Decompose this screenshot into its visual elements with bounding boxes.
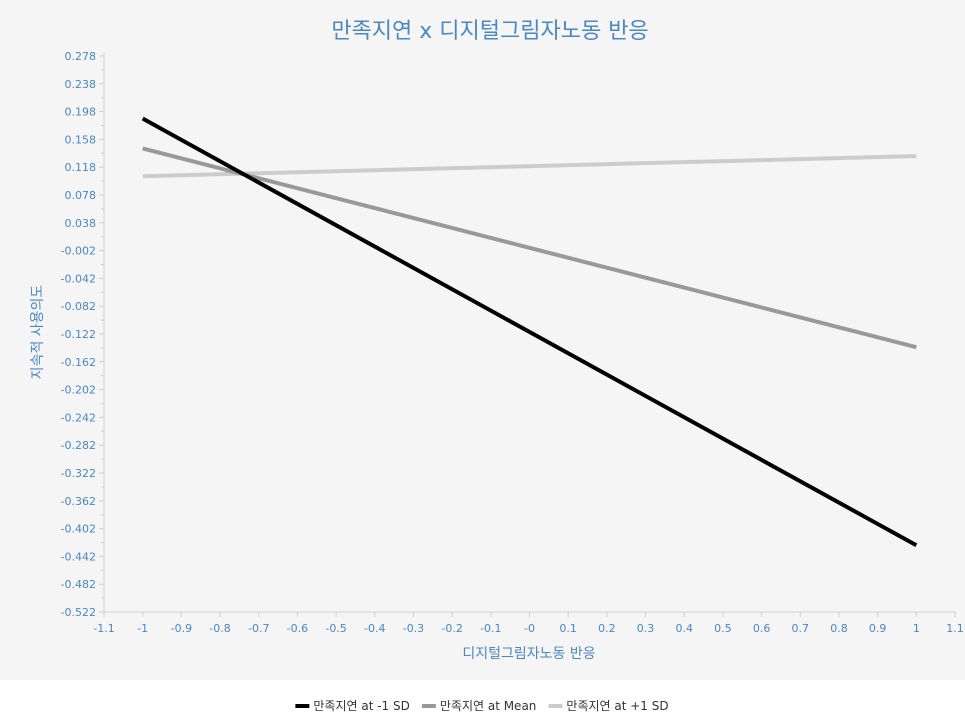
x-tick-label: -0.7 [248, 622, 269, 635]
x-tick-label: 0.5 [714, 622, 732, 635]
x-tick-label: -0.4 [364, 622, 385, 635]
legend-label: 만족지연 at +1 SD [566, 699, 668, 713]
x-tick-label: -0.2 [441, 622, 462, 635]
y-tick-label: -0.482 [61, 578, 96, 591]
legend: 만족지연 at -1 SD 만족지연 at Mean 만족지연 at +1 SD [295, 699, 669, 713]
x-tick-label: -1.1 [93, 622, 114, 635]
x-tick-label: -0.1 [480, 622, 501, 635]
x-tick-label: -1 [137, 622, 148, 635]
y-tick-label: -0.242 [61, 411, 96, 424]
x-tick-label: 0.1 [559, 622, 577, 635]
y-tick-label: -0.042 [61, 272, 96, 285]
series-line-0 [141, 116, 918, 548]
legend-label: 만족지연 at -1 SD [313, 699, 410, 713]
x-tick-label: 0.9 [869, 622, 887, 635]
y-tick-label: -0.522 [61, 606, 96, 619]
x-tick-label: -0.8 [209, 622, 230, 635]
x-axis: -1.1 -1 -0.9 -0.8 -0.7 -0.6 -0.5 -0.4 -0.3 -0.2 -0… [93, 611, 964, 635]
x-tick-label: 0.6 [753, 622, 771, 635]
y-tick-label: 0.038 [65, 217, 97, 230]
x-tick-label: -0.5 [325, 622, 346, 635]
x-tick-label: -0.6 [287, 622, 308, 635]
y-tick-label: 0.198 [65, 106, 97, 119]
chart-title: 만족지연 x 디지털그림자노동 반응 [331, 19, 648, 44]
series-line-2 [142, 154, 917, 179]
y-tick-label: -0.082 [61, 300, 96, 313]
x-tick-label: 0.3 [637, 622, 655, 635]
legend-label: 만족지연 at Mean [440, 699, 537, 713]
y-tick-label: -0.282 [61, 439, 96, 452]
x-tick-label: -0.3 [403, 622, 424, 635]
x-tick-label: 0.2 [598, 622, 616, 635]
x-tick-label: -0.9 [171, 622, 192, 635]
y-tick-label: 0.118 [65, 161, 97, 174]
y-axis: 0.278 0.238 0.198 0.158 0.118 0.078 0.038 -0.00… [61, 50, 105, 619]
series-layer [141, 116, 918, 548]
series-line-1 [142, 146, 917, 350]
x-tick-label: -0 [524, 622, 535, 635]
y-tick-label: -0.002 [61, 245, 96, 258]
y-tick-label: -0.362 [61, 495, 96, 508]
y-tick-label: 0.158 [65, 133, 97, 146]
chart-background [0, 0, 965, 680]
x-tick-label: 0.4 [675, 622, 693, 635]
x-tick-label: 0.7 [792, 622, 810, 635]
y-tick-label: 0.238 [65, 78, 97, 91]
y-tick-label: 0.278 [65, 50, 97, 63]
x-tick-label: 1.1 [946, 622, 964, 635]
y-tick-label: -0.322 [61, 467, 96, 480]
y-tick-label: -0.202 [61, 384, 96, 397]
y-tick-label: -0.442 [61, 550, 96, 563]
y-tick-label: -0.122 [61, 328, 96, 341]
y-tick-label: 0.078 [65, 189, 97, 202]
x-tick-label: 1 [913, 622, 920, 635]
y-tick-label: -0.402 [61, 523, 96, 536]
y-tick-label: -0.162 [61, 356, 96, 369]
y-axis-title: 지속적 사용의도 [30, 285, 46, 380]
x-tick-label: 0.8 [830, 622, 848, 635]
x-axis-title: 디지털그림자노동 반응 [462, 646, 595, 662]
